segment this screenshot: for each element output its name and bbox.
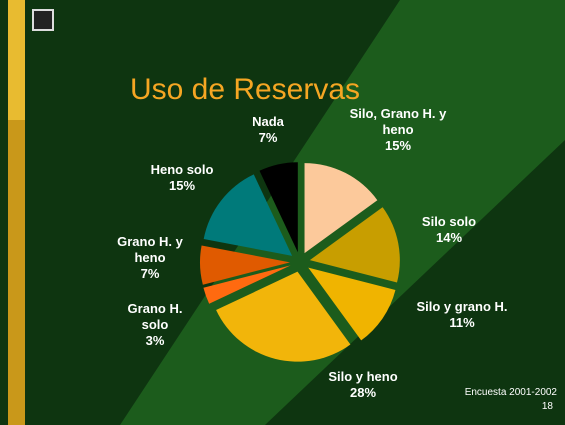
logo-icon — [32, 9, 54, 31]
slice-label: Grano H. solo 3% — [120, 301, 190, 349]
pie-slice — [309, 207, 400, 283]
pie-slice — [203, 174, 293, 256]
slice-value: 3% — [145, 333, 165, 348]
slice-value: 7% — [258, 130, 278, 145]
slice-value: 14% — [435, 230, 463, 245]
slice-value: 15% — [168, 178, 196, 193]
pie — [200, 162, 400, 362]
slice-name: Nada — [252, 114, 284, 129]
pie-slice — [203, 265, 291, 304]
footer-source: Encuesta 2001-2002 — [464, 387, 557, 398]
slice-value: 11% — [449, 315, 475, 330]
pie-slice — [216, 271, 351, 362]
slice-name: Silo solo — [421, 214, 477, 229]
pie-slice — [259, 162, 298, 253]
slice-value: 15% — [384, 138, 412, 153]
footer-page: 18 — [541, 401, 553, 412]
slice-label: Silo, Grano H. y heno 15% — [348, 106, 448, 154]
chart-title: Uso de Reservas — [129, 73, 361, 106]
slice-name: Silo, Grano H. y heno — [349, 106, 447, 137]
slice-name: Silo y grano H. — [416, 299, 508, 314]
slice-label: Grano H. y heno 7% — [105, 234, 195, 282]
slice-value: 28% — [349, 385, 377, 400]
slice-label: Nada 7% — [238, 114, 298, 146]
slice-name: Grano H. solo — [127, 301, 183, 332]
slice-label: Silo y grano H. 11% — [412, 299, 512, 331]
slice-label: Heno solo 15% — [137, 162, 227, 194]
slice-name: Heno solo — [150, 162, 214, 177]
slice-label: Silo y heno 28% — [313, 369, 413, 401]
slice-name: Silo y heno — [328, 369, 398, 384]
slice-value: 7% — [140, 266, 160, 281]
pie-slice — [200, 245, 291, 285]
slice-label: Silo solo 14% — [409, 214, 489, 246]
pie-slice — [304, 163, 378, 254]
side-strip-top — [8, 0, 25, 120]
slice-name: Grano H. y heno — [117, 234, 183, 265]
pie-slice — [308, 267, 396, 341]
